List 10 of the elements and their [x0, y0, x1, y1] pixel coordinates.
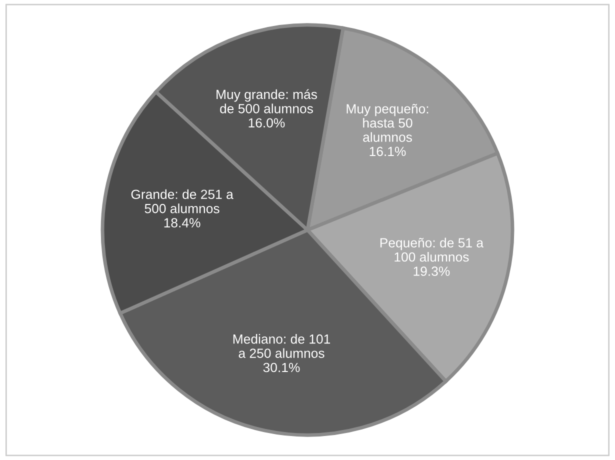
data-label: 30.1%	[263, 362, 300, 372]
data-label: 18.4%	[164, 218, 200, 228]
slice-label: Grande: de 251 a 500 alumnos	[131, 189, 234, 214]
slice-label: Muy pequeño: hasta 50 alumnos	[346, 104, 428, 142]
slice-label: Mediano: de 101 a 250 alumnos	[233, 334, 330, 358]
data-label: 16.0%	[248, 118, 285, 128]
data-label: 19.3%	[414, 266, 450, 276]
slice-label: Pequeño: de 51 a 100 alumnos	[380, 238, 484, 262]
data-label: 16.1%	[370, 146, 406, 156]
slice-label: Muy grande: más de 500 alumnos	[216, 89, 317, 114]
